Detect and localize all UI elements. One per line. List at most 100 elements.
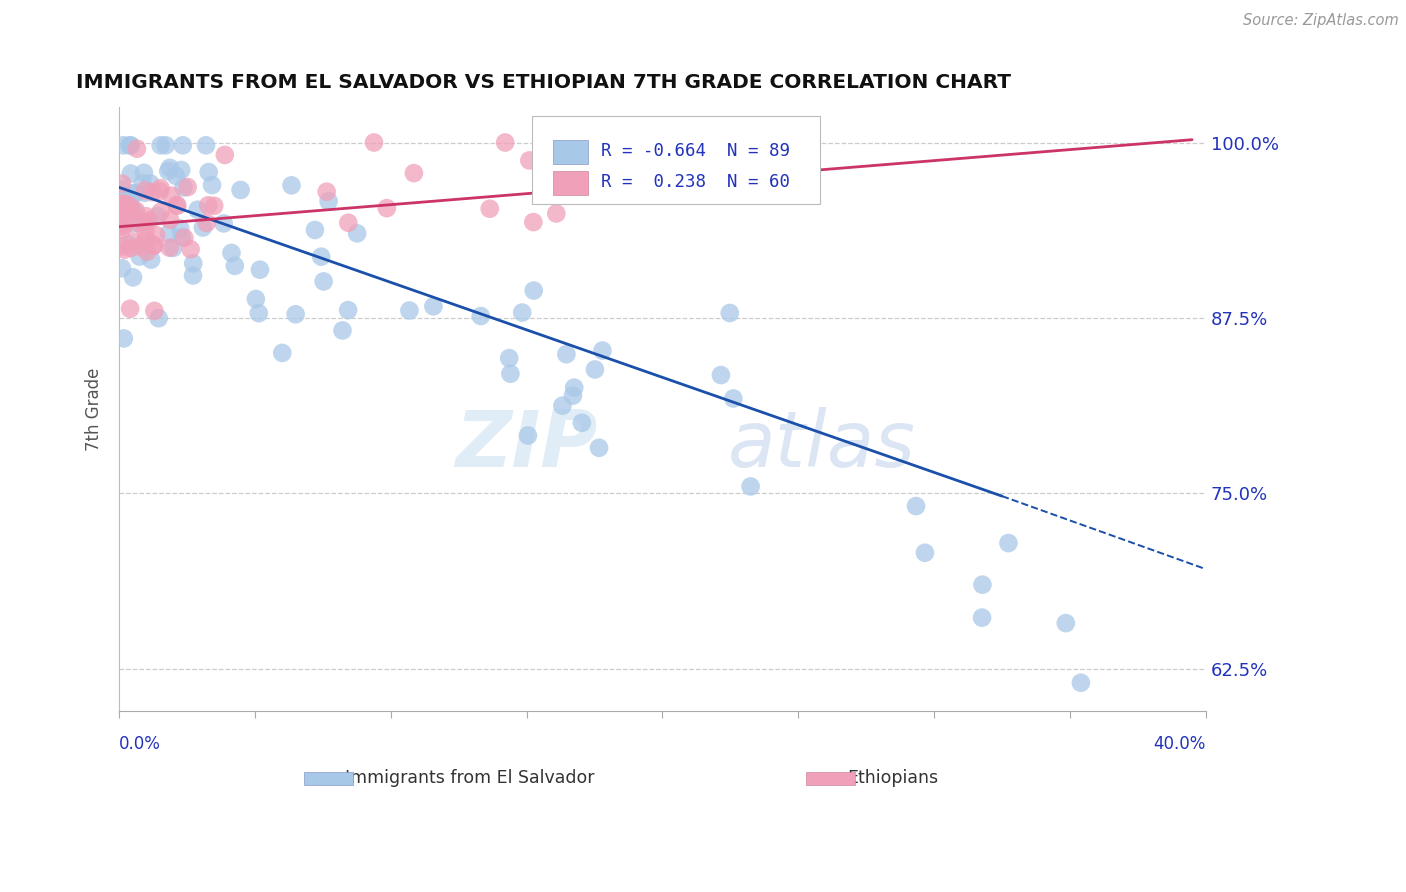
Point: [583, 362, 606, 376]
Point: [304, 223, 326, 237]
Point: [197, 165, 219, 179]
Point: [551, 399, 574, 413]
Point: [132, 214, 155, 228]
Point: [111, 239, 134, 253]
Point: [169, 221, 191, 235]
Point: [149, 204, 172, 219]
Point: [120, 166, 142, 180]
Text: atlas: atlas: [728, 408, 915, 483]
Point: [166, 198, 188, 212]
Point: [138, 213, 160, 227]
Point: [562, 381, 585, 395]
Point: [122, 186, 145, 201]
Point: [127, 216, 149, 230]
Point: [157, 164, 180, 178]
Point: [499, 367, 522, 381]
Point: [115, 197, 138, 211]
Point: [162, 241, 184, 255]
Point: [997, 536, 1019, 550]
Point: [478, 202, 501, 216]
Point: [970, 610, 993, 624]
Text: 40.0%: 40.0%: [1153, 735, 1206, 753]
Point: [131, 214, 153, 228]
Point: [114, 218, 136, 232]
Point: [112, 331, 135, 345]
Point: [157, 227, 180, 241]
Point: [1070, 675, 1092, 690]
Point: [122, 216, 145, 230]
Point: [155, 138, 177, 153]
Point: [718, 306, 741, 320]
Point: [309, 250, 332, 264]
Point: [191, 220, 214, 235]
Point: [125, 142, 148, 156]
Point: [125, 203, 148, 218]
Point: [589, 167, 612, 181]
Point: [221, 246, 243, 260]
Point: [494, 136, 516, 150]
Point: [115, 201, 138, 215]
Point: [212, 216, 235, 230]
Point: [170, 230, 193, 244]
Point: [591, 343, 613, 358]
Point: [111, 202, 134, 217]
Text: Ethiopians: Ethiopians: [848, 770, 938, 788]
Point: [149, 138, 172, 153]
Point: [115, 193, 138, 207]
Point: [148, 311, 170, 326]
Point: [128, 250, 150, 264]
Point: [117, 237, 139, 252]
Point: [346, 227, 368, 241]
Point: [159, 212, 181, 227]
Point: [522, 215, 544, 229]
Point: [132, 176, 155, 190]
Point: [271, 346, 294, 360]
Point: [143, 238, 166, 252]
Point: [132, 235, 155, 250]
Point: [112, 138, 135, 153]
Text: 0.0%: 0.0%: [120, 735, 162, 753]
FancyBboxPatch shape: [304, 772, 353, 785]
Point: [111, 261, 134, 276]
Point: [120, 241, 142, 255]
Point: [181, 256, 204, 270]
Point: [120, 138, 142, 153]
Point: [498, 351, 520, 365]
Point: [111, 177, 134, 191]
Point: [172, 138, 194, 153]
Point: [214, 148, 236, 162]
Point: [398, 303, 420, 318]
Point: [245, 292, 267, 306]
Point: [124, 186, 146, 201]
Point: [315, 185, 337, 199]
Point: [201, 178, 224, 192]
Point: [710, 368, 733, 382]
Text: IMMIGRANTS FROM EL SALVADOR VS ETHIOPIAN 7TH GRADE CORRELATION CHART: IMMIGRANTS FROM EL SALVADOR VS ETHIOPIAN…: [76, 73, 1011, 92]
Point: [112, 202, 135, 216]
Point: [135, 209, 157, 223]
Point: [114, 243, 136, 257]
Point: [118, 138, 141, 153]
Point: [135, 232, 157, 246]
Point: [160, 188, 183, 202]
FancyBboxPatch shape: [553, 140, 588, 163]
Point: [111, 223, 134, 237]
Point: [124, 204, 146, 219]
Point: [195, 216, 218, 230]
Point: [561, 389, 583, 403]
Point: [173, 180, 195, 194]
Text: Source: ZipAtlas.com: Source: ZipAtlas.com: [1243, 13, 1399, 29]
Point: [121, 202, 143, 217]
Point: [134, 224, 156, 238]
Y-axis label: 7th Grade: 7th Grade: [86, 368, 103, 450]
Point: [122, 270, 145, 285]
FancyBboxPatch shape: [807, 772, 855, 785]
Point: [363, 136, 385, 150]
Point: [173, 231, 195, 245]
Point: [166, 199, 188, 213]
Point: [195, 138, 218, 153]
Point: [571, 416, 593, 430]
Point: [142, 238, 165, 252]
Point: [145, 228, 167, 243]
Point: [723, 392, 745, 406]
